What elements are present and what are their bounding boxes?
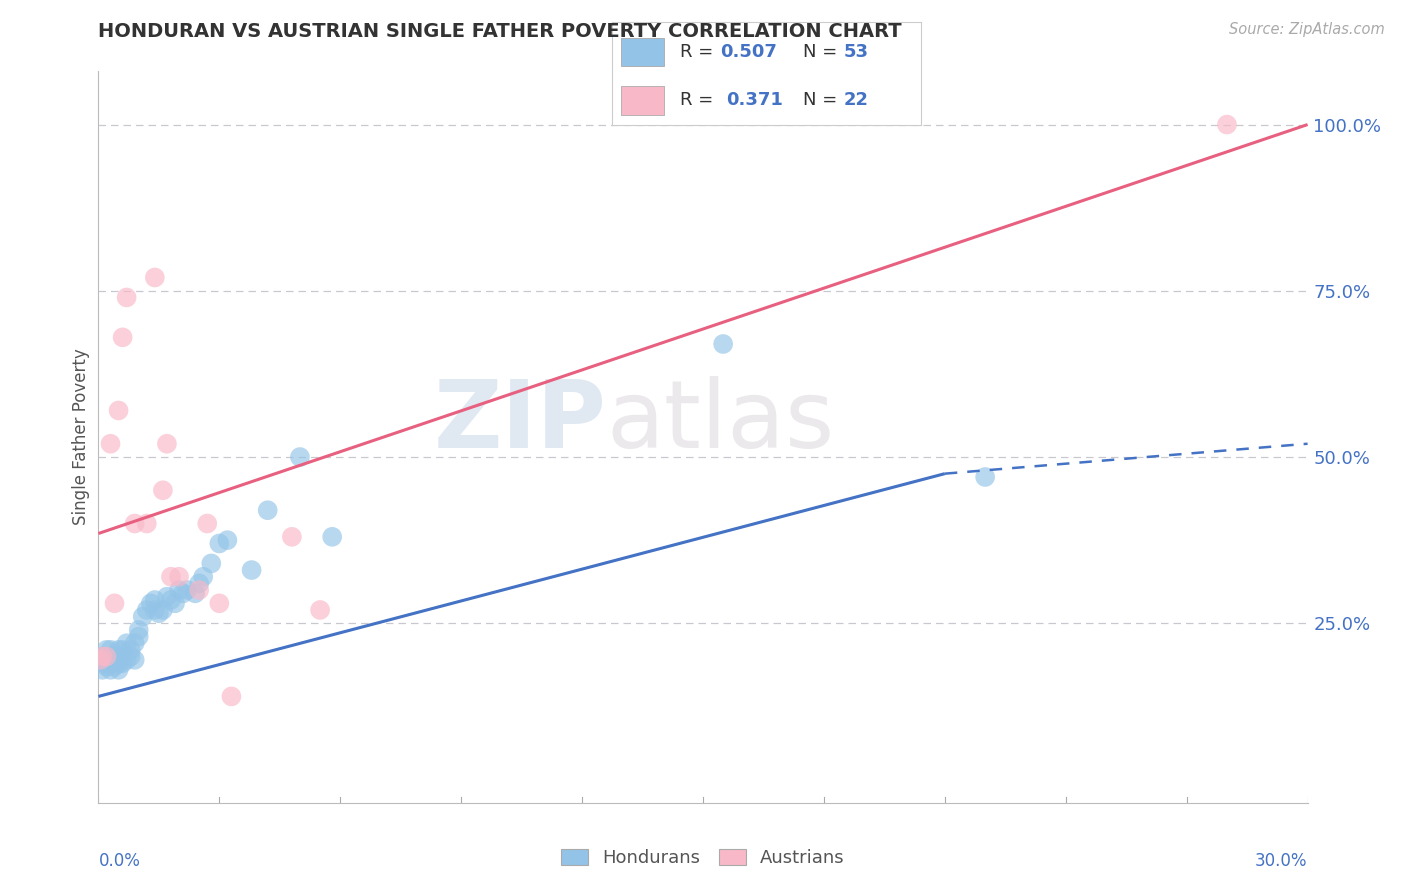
Point <box>103 653 125 667</box>
Point <box>96 649 118 664</box>
Point <box>107 663 129 677</box>
Point <box>89 653 111 667</box>
Point <box>103 596 125 610</box>
Point <box>103 649 125 664</box>
Point <box>135 603 157 617</box>
FancyBboxPatch shape <box>621 37 664 66</box>
Point <box>160 570 183 584</box>
Point <box>172 586 194 600</box>
Point <box>107 403 129 417</box>
Text: Source: ZipAtlas.com: Source: ZipAtlas.com <box>1229 22 1385 37</box>
Point <box>100 643 122 657</box>
Point <box>152 603 174 617</box>
Point <box>107 649 129 664</box>
Text: 30.0%: 30.0% <box>1256 852 1308 870</box>
Point <box>176 582 198 597</box>
Point <box>100 649 122 664</box>
Point <box>184 586 207 600</box>
Point <box>221 690 243 704</box>
Y-axis label: Single Father Poverty: Single Father Poverty <box>72 349 90 525</box>
Point <box>120 649 142 664</box>
Point <box>91 663 114 677</box>
Point <box>143 593 166 607</box>
Point <box>281 530 304 544</box>
Point <box>96 643 118 657</box>
Point <box>152 483 174 498</box>
Point <box>163 596 186 610</box>
Point <box>711 337 734 351</box>
Point <box>139 596 162 610</box>
Point <box>103 659 125 673</box>
Point <box>115 636 138 650</box>
Point <box>160 593 183 607</box>
Point <box>193 570 215 584</box>
Point <box>115 653 138 667</box>
Point <box>167 570 190 584</box>
Point <box>288 450 311 464</box>
Text: 0.507: 0.507 <box>720 43 776 61</box>
Point <box>217 533 239 548</box>
Point <box>107 656 129 670</box>
Point <box>156 590 179 604</box>
Point <box>111 330 134 344</box>
Point <box>143 603 166 617</box>
Point <box>93 656 115 670</box>
Point <box>115 290 138 304</box>
Text: 22: 22 <box>844 91 869 109</box>
Point <box>188 582 211 597</box>
Point <box>124 516 146 531</box>
Point <box>309 603 332 617</box>
Point <box>1216 118 1239 132</box>
Point <box>111 656 134 670</box>
Text: 0.371: 0.371 <box>725 91 783 109</box>
Point <box>96 653 118 667</box>
Point <box>188 576 211 591</box>
Legend: Hondurans, Austrians: Hondurans, Austrians <box>554 841 852 874</box>
Point <box>111 643 134 657</box>
Point <box>135 516 157 531</box>
Text: N =: N = <box>803 91 844 109</box>
Point <box>200 557 222 571</box>
Text: HONDURAN VS AUSTRIAN SINGLE FATHER POVERTY CORRELATION CHART: HONDURAN VS AUSTRIAN SINGLE FATHER POVER… <box>98 22 903 41</box>
Point <box>100 656 122 670</box>
Point <box>124 653 146 667</box>
Point <box>89 653 111 667</box>
Point <box>974 470 997 484</box>
Point <box>100 436 122 450</box>
Text: R =: R = <box>679 91 724 109</box>
Text: 53: 53 <box>844 43 869 61</box>
Point <box>124 636 146 650</box>
Point <box>100 663 122 677</box>
Point <box>91 649 114 664</box>
Text: 0.0%: 0.0% <box>98 852 141 870</box>
Point <box>143 270 166 285</box>
Text: ZIP: ZIP <box>433 376 606 468</box>
Point <box>321 530 343 544</box>
Point <box>148 607 170 621</box>
Point <box>208 536 231 550</box>
Point <box>256 503 278 517</box>
Point <box>128 630 150 644</box>
Point <box>208 596 231 610</box>
Point <box>107 643 129 657</box>
Point <box>91 649 114 664</box>
Text: N =: N = <box>803 43 844 61</box>
Point <box>240 563 263 577</box>
Text: R =: R = <box>679 43 718 61</box>
Point <box>132 609 155 624</box>
Point <box>96 659 118 673</box>
Point <box>156 436 179 450</box>
Point <box>167 582 190 597</box>
FancyBboxPatch shape <box>621 86 664 114</box>
Point <box>120 643 142 657</box>
Text: atlas: atlas <box>606 376 835 468</box>
Point <box>128 623 150 637</box>
Point <box>195 516 218 531</box>
